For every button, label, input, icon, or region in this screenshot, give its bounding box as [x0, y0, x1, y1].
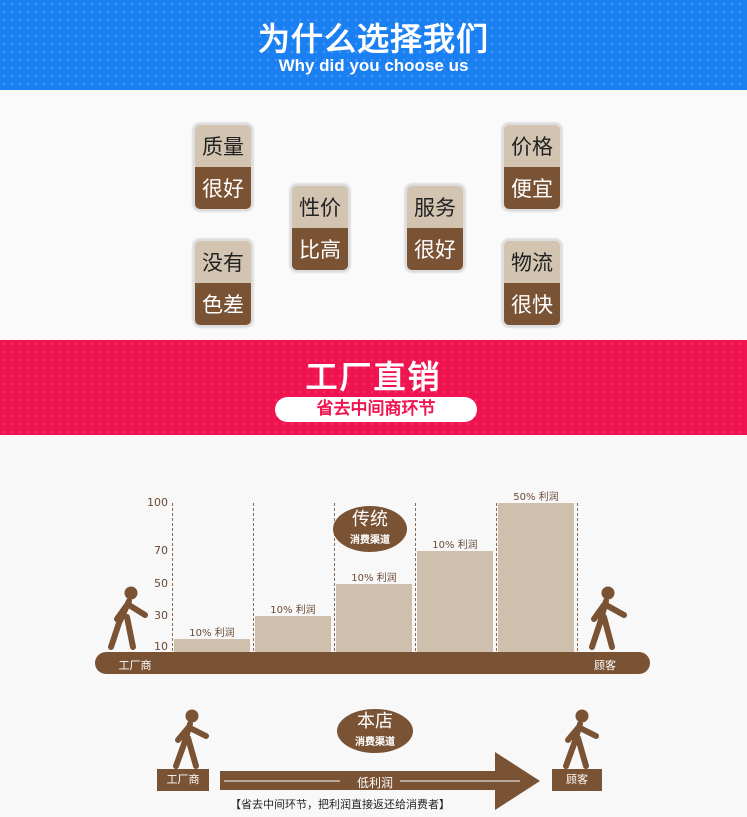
features-area: 质量 很好 没有 色差 性价 比高 服务 很好 价格 便宜 物流 很快 — [0, 90, 747, 340]
grid-line — [334, 503, 335, 651]
bar-label: 50% 利润 — [513, 492, 559, 503]
timeline-start: 工厂商 — [118, 659, 152, 672]
bar-label: 10% 利润 — [432, 540, 478, 551]
feature-tile: 没有 色差 — [193, 239, 253, 327]
y-tick-label: 70 — [154, 544, 168, 557]
bar — [174, 639, 250, 652]
tile-bottom: 很快 — [504, 283, 560, 325]
tile-top: 价格 — [504, 125, 560, 167]
tile-bottom: 很好 — [195, 167, 251, 209]
feature-tile: 价格 便宜 — [502, 123, 562, 211]
y-tick-label: 50 — [154, 577, 168, 590]
grid-line — [496, 503, 497, 651]
walking-person-icon — [108, 586, 148, 650]
feature-tile: 性价 比高 — [290, 184, 350, 272]
tile-bottom: 很好 — [407, 228, 463, 270]
tile-top: 物流 — [504, 241, 560, 283]
bar — [417, 551, 493, 652]
y-tick-label: 10 — [154, 640, 168, 653]
banner-subtitle: Why did you choose us — [278, 56, 469, 75]
bubble-small: 消费渠道 — [350, 535, 390, 546]
timeline-bar — [95, 652, 650, 674]
factory-direct-banner: 工厂直销 省去中间商环节 — [0, 340, 747, 435]
bubble-big: 本店 — [357, 711, 393, 732]
why-choose-us-banner: 为什么选择我们 Why did you choose us — [0, 0, 747, 90]
bar-label: 10% 利润 — [351, 573, 397, 584]
tile-bottom: 比高 — [292, 228, 348, 270]
tile-top: 没有 — [195, 241, 251, 283]
bar — [498, 503, 574, 652]
factory-title: 工厂直销 — [305, 358, 442, 396]
bubble-small: 消费渠道 — [355, 737, 395, 748]
tile-bottom: 色差 — [195, 283, 251, 325]
bubble-big: 传统 — [352, 509, 388, 530]
factory-pill: 省去中间商环节 — [275, 397, 477, 422]
grid-line — [253, 503, 254, 651]
bar — [336, 584, 412, 652]
tile-top: 服务 — [407, 186, 463, 228]
walking-person-icon — [173, 709, 209, 769]
store-bubble: 本店 消费渠道 — [337, 709, 413, 753]
grid-line — [415, 503, 416, 651]
arrow-icon — [220, 752, 540, 810]
store-note: 【省去中间环节，把利润直接返还给消费者】 — [230, 798, 450, 811]
feature-tile: 服务 很好 — [405, 184, 465, 272]
tile-top: 性价 — [292, 186, 348, 228]
store-end: 顾客 — [552, 769, 602, 791]
walking-person-icon — [563, 709, 599, 769]
grid-line — [577, 503, 578, 651]
bar-label: 10% 利润 — [189, 628, 235, 640]
timeline-end: 顾客 — [594, 659, 616, 672]
walking-person-icon — [589, 586, 627, 650]
feature-tile: 质量 很好 — [193, 123, 253, 211]
arrow-label: 低利润 — [356, 776, 393, 790]
tile-top: 质量 — [195, 125, 251, 167]
tile-bottom: 便宜 — [504, 167, 560, 209]
feature-tile: 物流 很快 — [502, 239, 562, 327]
bar — [255, 616, 331, 652]
traditional-bubble: 传统 消费渠道 — [333, 506, 407, 552]
bar-label: 10% 利润 — [270, 605, 316, 616]
grid-line — [172, 503, 173, 651]
y-tick-label: 30 — [154, 609, 168, 622]
y-tick-label: 100 — [147, 496, 168, 509]
banner-title: 为什么选择我们 — [257, 20, 489, 58]
store-start: 工厂商 — [157, 769, 209, 791]
